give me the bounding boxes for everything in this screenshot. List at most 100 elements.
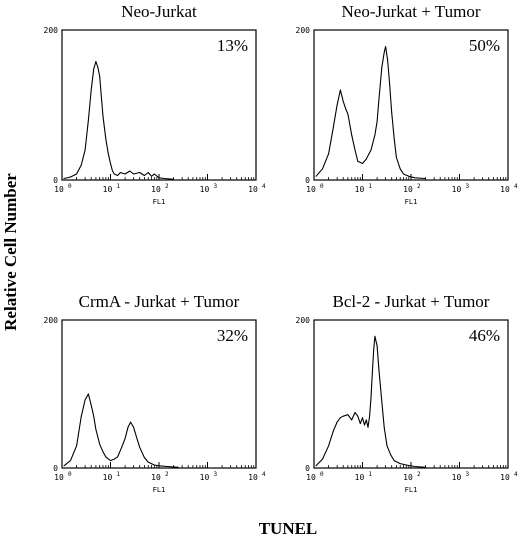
x-tick-label: 10 xyxy=(306,473,316,482)
panel-title: CrmA - Jurkat + Tumor xyxy=(79,292,240,311)
y-axis-label: Relative Cell Number xyxy=(1,173,20,331)
histogram-point xyxy=(425,178,427,179)
histogram-point xyxy=(164,178,165,179)
x-tick-exponent: 4 xyxy=(262,183,266,190)
x-tick-label: 10 xyxy=(151,473,161,482)
histogram-point xyxy=(110,163,111,164)
panel-title: Bcl-2 - Jurkat + Tumor xyxy=(333,292,490,311)
histogram-point xyxy=(124,437,126,439)
histogram-point xyxy=(381,400,383,402)
histogram-point xyxy=(124,173,126,175)
histogram-point xyxy=(87,393,89,395)
percent-annotation: 46% xyxy=(469,326,500,345)
histogram-point xyxy=(376,121,378,122)
x-tick-label: 10 xyxy=(306,185,316,194)
histogram-point xyxy=(153,173,155,175)
histogram-point xyxy=(393,138,395,140)
histogram-point xyxy=(117,456,119,458)
histogram-point xyxy=(399,168,401,170)
x-tick-exponent: 4 xyxy=(514,183,518,190)
histogram-point xyxy=(374,134,376,136)
histogram-point xyxy=(130,421,132,423)
x-tick-exponent: 0 xyxy=(68,471,72,478)
y-tick-label: 200 xyxy=(296,26,311,35)
x-tick-label: 10 xyxy=(403,473,413,482)
histogram-point xyxy=(95,61,97,62)
x-tick-label: 10 xyxy=(248,185,258,194)
histogram-point xyxy=(389,82,390,83)
histogram-point xyxy=(347,414,349,416)
x-tick-exponent: 4 xyxy=(262,471,266,478)
histogram-point xyxy=(113,173,115,175)
x-tick-label: 10 xyxy=(200,473,210,482)
percent-annotation: 13% xyxy=(217,36,248,55)
x-tick-label: 10 xyxy=(355,473,365,482)
histogram-point xyxy=(133,426,135,428)
x-tick-label: 10 xyxy=(452,473,462,482)
histogram-series xyxy=(315,45,426,180)
histogram-point xyxy=(112,170,113,172)
histogram-point xyxy=(339,417,341,419)
histogram-point xyxy=(139,172,141,173)
histogram-point xyxy=(80,164,82,166)
histogram-point xyxy=(113,458,115,460)
histogram-point xyxy=(100,97,102,98)
histogram-point xyxy=(147,461,149,463)
histogram-point xyxy=(102,115,104,117)
histogram-point xyxy=(322,458,323,460)
x-tick-exponent: 3 xyxy=(466,471,470,478)
histogram-point xyxy=(93,68,95,70)
y-tick-label: 200 xyxy=(44,316,59,325)
histogram-point xyxy=(378,371,380,373)
histogram-point xyxy=(99,76,101,77)
x-tick-label: 10 xyxy=(103,185,113,194)
x-tick-exponent: 4 xyxy=(514,471,518,478)
x-tick-label: 10 xyxy=(54,473,64,482)
x-axis-label: FL1 xyxy=(405,198,418,206)
histogram-point xyxy=(63,465,65,467)
histogram-point xyxy=(347,113,349,115)
percent-annotation: 32% xyxy=(217,326,248,345)
x-tick-exponent: 2 xyxy=(165,183,169,190)
histogram-point xyxy=(87,119,89,121)
x-tick-exponent: 0 xyxy=(320,471,324,478)
histogram-point xyxy=(90,404,92,406)
histogram-point xyxy=(70,176,71,178)
panel-title: Neo-Jurkat + Tumor xyxy=(342,2,481,21)
histogram-series xyxy=(63,393,179,468)
histogram-point xyxy=(354,412,356,413)
histogram-point xyxy=(158,177,160,179)
histogram-point xyxy=(84,149,86,151)
y-tick-label: 200 xyxy=(44,26,59,35)
histogram-point xyxy=(90,89,92,91)
histogram-point xyxy=(393,460,395,462)
histogram-point xyxy=(167,466,168,467)
histogram-point xyxy=(315,465,317,467)
histogram-point xyxy=(383,52,385,53)
histogram-point xyxy=(76,173,78,175)
x-tick-exponent: 3 xyxy=(466,183,470,190)
x-tick-exponent: 0 xyxy=(320,183,324,190)
histogram-point xyxy=(371,371,373,373)
histogram-point xyxy=(336,421,338,423)
histogram-point xyxy=(70,460,71,462)
histogram-point xyxy=(345,108,347,110)
x-tick-label: 10 xyxy=(500,185,510,194)
percent-annotation: 50% xyxy=(469,36,500,55)
histogram-point xyxy=(147,172,149,173)
histogram-point xyxy=(336,104,338,106)
histogram-point xyxy=(129,170,131,172)
histogram-point xyxy=(381,67,383,68)
x-tick-label: 10 xyxy=(403,185,413,194)
x-tick-label: 10 xyxy=(151,185,161,194)
y-tick-label: 0 xyxy=(53,176,58,185)
x-tick-exponent: 1 xyxy=(369,183,373,190)
y-tick-label: 0 xyxy=(305,464,310,473)
histogram-point xyxy=(143,457,145,459)
histogram-point xyxy=(342,100,344,102)
